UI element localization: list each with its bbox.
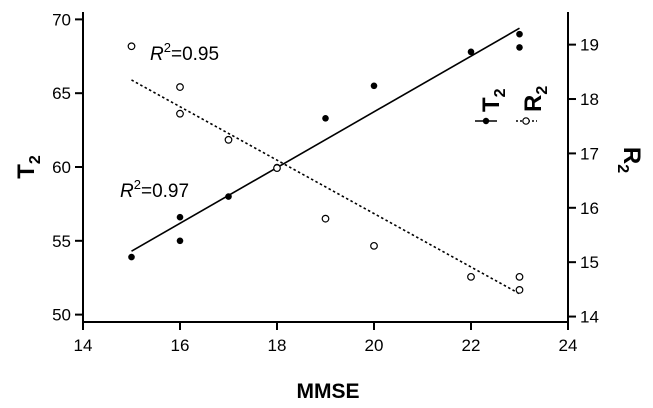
data-point-series-1 <box>176 83 184 91</box>
left-y-tick-label: 55 <box>52 232 71 251</box>
right-y-tick-label: 16 <box>580 199 599 218</box>
data-point-series-1 <box>127 42 136 51</box>
right-y-tick-label: 15 <box>580 253 599 272</box>
x-tick-label: 20 <box>365 336 384 355</box>
right-axis-title: R2 <box>614 147 645 173</box>
legend: T2 R2 <box>475 86 551 125</box>
x-axis-title: MMSE <box>297 380 360 403</box>
data-point-series-1 <box>370 241 378 250</box>
legend-label-t2: T2 <box>478 88 509 112</box>
right-y-tick-label: 14 <box>580 308 599 327</box>
data-point-series-0 <box>322 114 329 122</box>
data-point-series-1 <box>273 164 281 172</box>
data-point-series-0 <box>467 48 475 56</box>
legend-marker-r2 <box>522 117 530 125</box>
left-y-tick-label: 60 <box>52 158 71 177</box>
left-y-tick-label: 70 <box>52 10 71 29</box>
right-y-tick-label: 19 <box>580 36 599 55</box>
data-point-series-0 <box>176 213 184 221</box>
data-point-series-1 <box>515 286 524 294</box>
data-point-series-1 <box>321 214 330 223</box>
fit-lines <box>131 27 520 295</box>
data-point-series-0 <box>225 193 232 200</box>
right-y-tick-label: 18 <box>580 90 599 109</box>
data-point-series-1 <box>224 135 233 144</box>
legend-marker-t2 <box>482 117 490 125</box>
x-tick-label: 18 <box>268 336 287 355</box>
legend-label-r2: R2 <box>520 86 551 112</box>
data-point-series-0 <box>128 253 135 261</box>
axes: 14 16 18 20 22 24 50 55 60 65 70 14 15 16 17 18 19 <box>52 10 599 355</box>
x-tick-label: 22 <box>462 336 481 355</box>
fit-line-series-0 <box>131 27 520 252</box>
x-tick-label: 14 <box>74 336 93 355</box>
data-point-series-1 <box>467 272 475 281</box>
left-y-tick-label: 65 <box>52 84 71 103</box>
r2-annotation-r2-series: R2=0.95 <box>150 40 219 65</box>
left-axis-title: T2 <box>13 155 44 179</box>
data-point-series-1 <box>176 109 184 118</box>
data-points <box>127 30 524 294</box>
data-point-series-0 <box>516 44 523 51</box>
left-y-tick-label: 50 <box>52 306 71 325</box>
data-point-series-1 <box>515 272 524 281</box>
fit-line-series-1 <box>131 79 520 295</box>
data-point-series-0 <box>370 82 378 90</box>
r2-annotation-t2-series: R2=0.97 <box>120 177 189 202</box>
x-tick-label: 16 <box>171 336 190 355</box>
data-point-series-0 <box>516 30 523 38</box>
x-tick-label: 24 <box>559 336 578 355</box>
data-point-series-0 <box>176 237 184 245</box>
right-y-tick-label: 17 <box>580 144 599 163</box>
